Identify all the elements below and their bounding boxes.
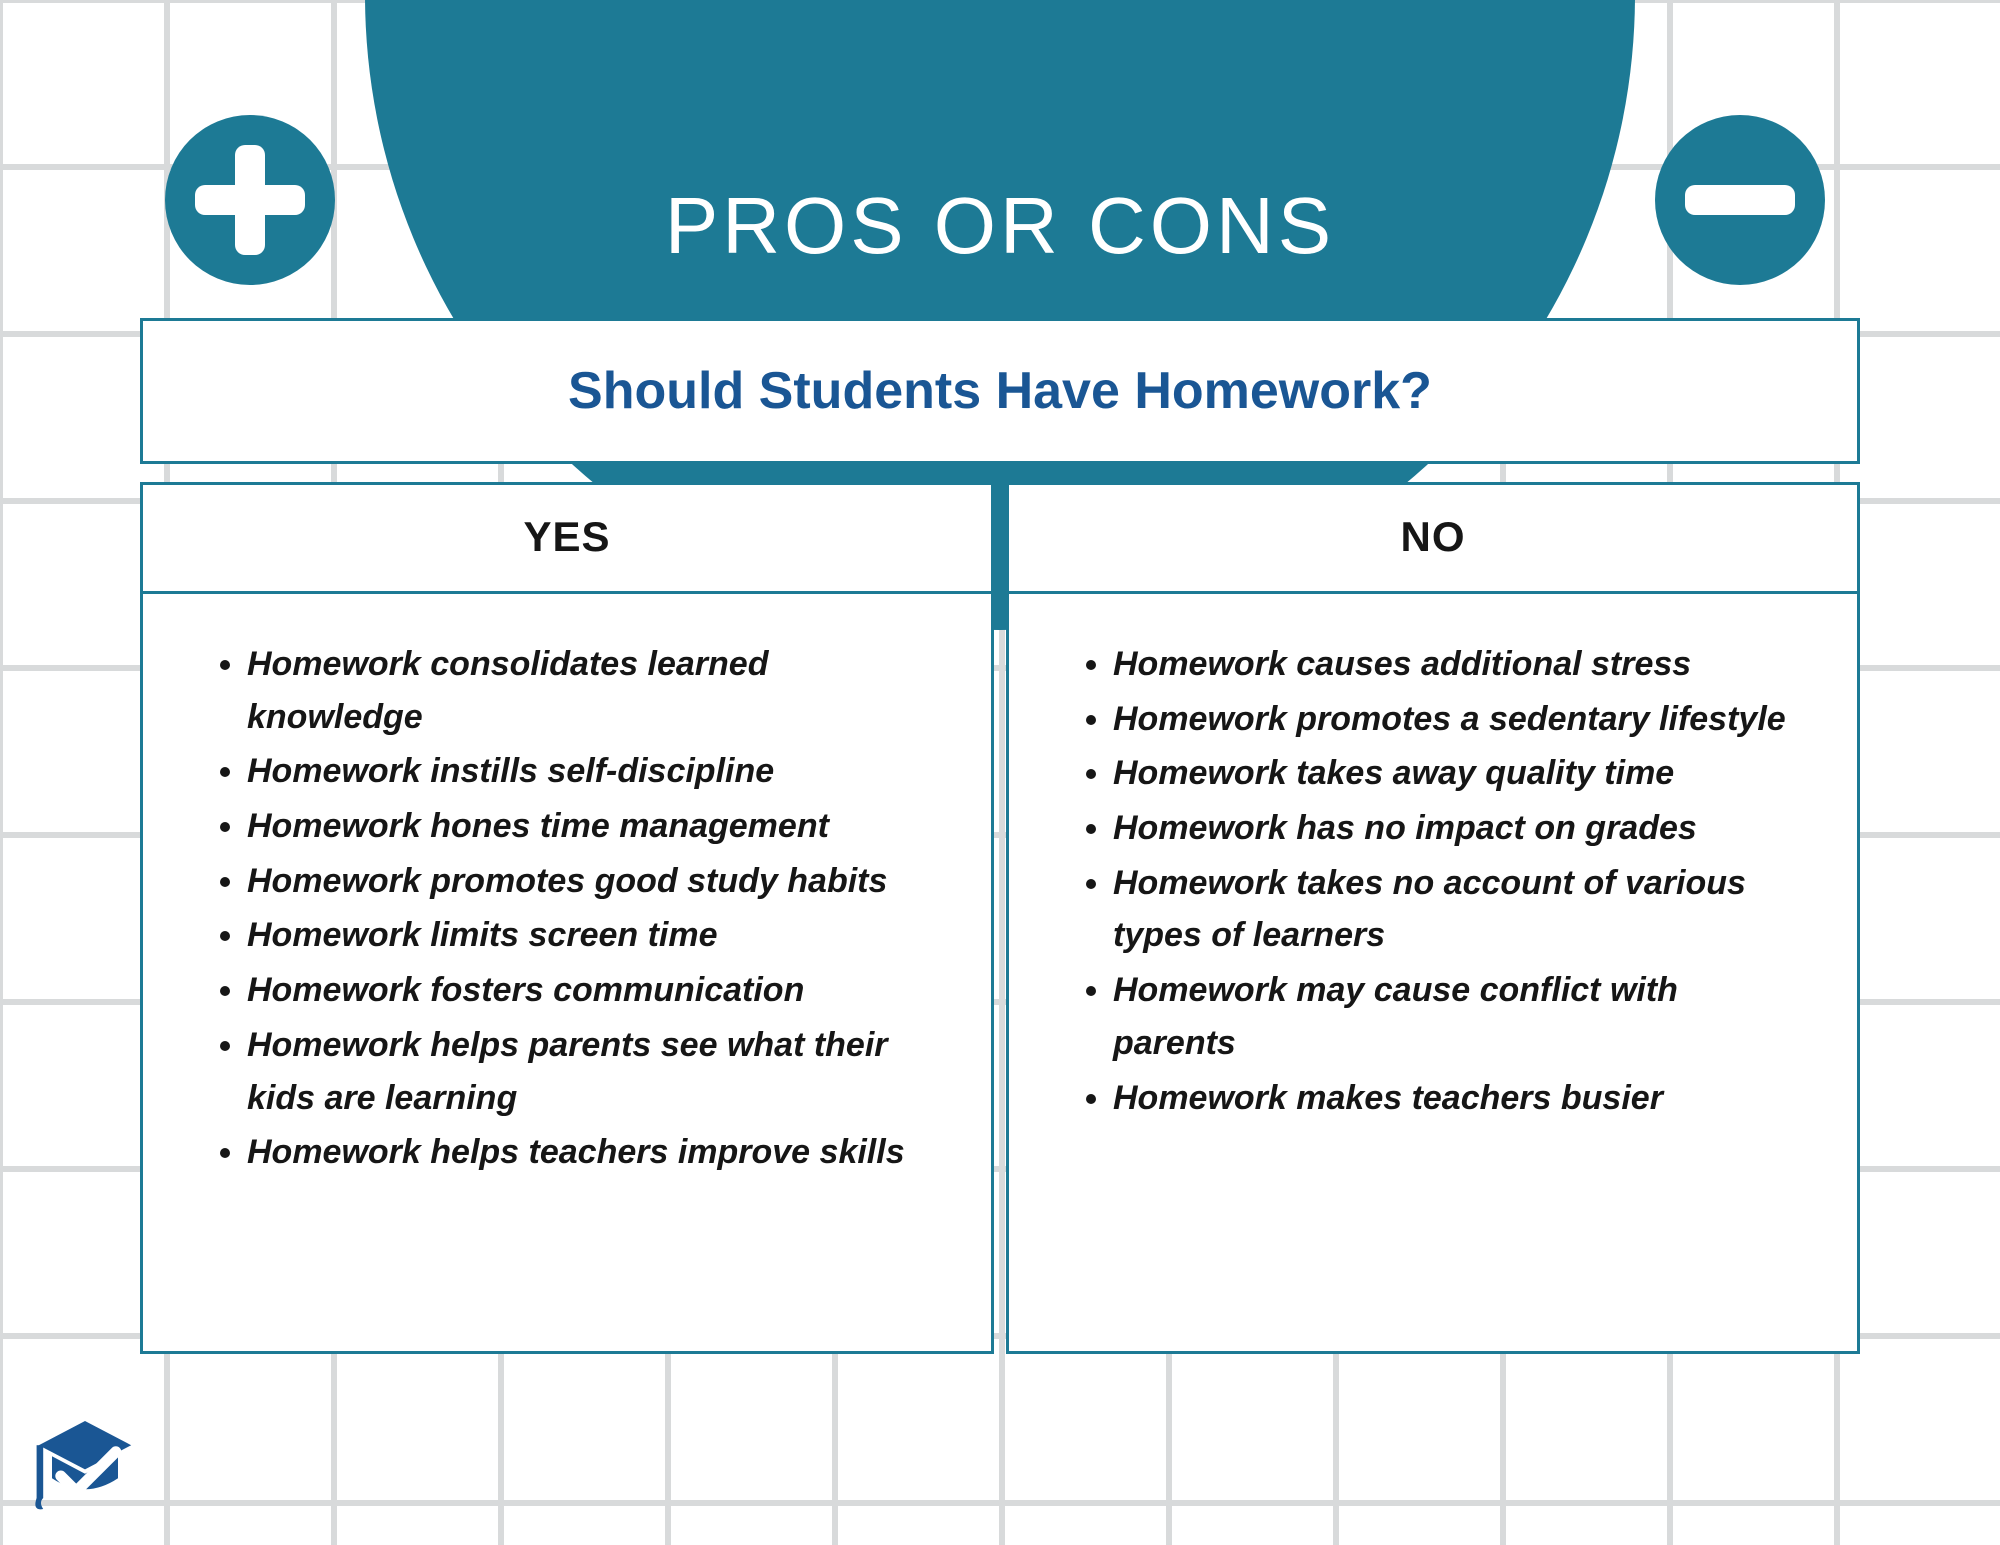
column-no: NO Homework causes additional stressHome… — [1006, 482, 1860, 1354]
column-yes-header: YES — [143, 485, 991, 591]
yes-list: Homework consolidates learned knowledgeH… — [203, 638, 943, 1179]
header-title: PROS OR CONS — [665, 180, 1335, 272]
columns-container: YES Homework consolidates learned knowle… — [140, 482, 1860, 1354]
subtitle-box: Should Students Have Homework? — [140, 318, 1860, 464]
column-yes-body: Homework consolidates learned knowledgeH… — [143, 594, 991, 1351]
column-no-body: Homework causes additional stressHomewor… — [1009, 594, 1857, 1351]
column-yes: YES Homework consolidates learned knowle… — [140, 482, 994, 1354]
list-item: Homework takes away quality time — [1113, 747, 1809, 800]
list-item: Homework may cause conflict with parents — [1113, 964, 1809, 1069]
subtitle-text: Should Students Have Homework? — [568, 361, 1432, 421]
list-item: Homework makes teachers busier — [1113, 1072, 1809, 1125]
list-item: Homework causes additional stress — [1113, 638, 1809, 691]
plus-icon — [165, 115, 335, 285]
list-item: Homework hones time management — [247, 800, 943, 853]
no-list: Homework causes additional stressHomewor… — [1069, 638, 1809, 1124]
list-item: Homework consolidates learned knowledge — [247, 638, 943, 743]
infographic-canvas: PROS OR CONS Should Students Have Homewo… — [0, 0, 2000, 1545]
list-item: Homework limits screen time — [247, 909, 943, 962]
list-item: Homework promotes a sedentary lifestyle — [1113, 693, 1809, 746]
graduation-logo-icon — [30, 1410, 140, 1520]
list-item: Homework helps teachers improve skills — [247, 1126, 943, 1179]
list-item: Homework instills self-discipline — [247, 745, 943, 798]
list-item: Homework fosters communication — [247, 964, 943, 1017]
minus-icon — [1655, 115, 1825, 285]
list-item: Homework has no impact on grades — [1113, 802, 1809, 855]
list-item: Homework takes no account of various typ… — [1113, 857, 1809, 962]
column-no-header: NO — [1009, 485, 1857, 591]
list-item: Homework promotes good study habits — [247, 855, 943, 908]
list-item: Homework helps parents see what their ki… — [247, 1019, 943, 1124]
